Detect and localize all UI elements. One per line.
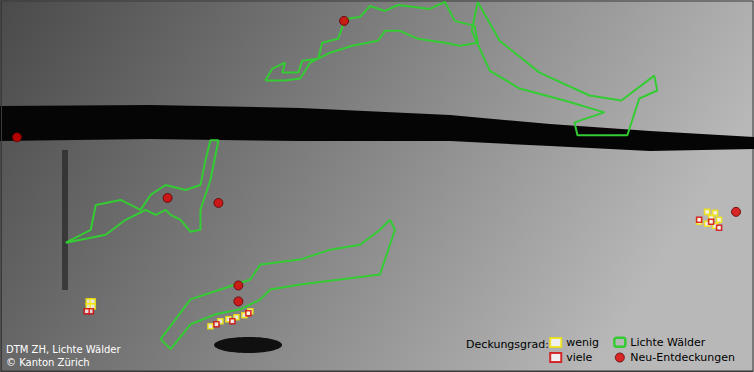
svg-text:wenig: wenig bbox=[566, 336, 599, 349]
svg-text:DTM ZH, Lichte Wälder: DTM ZH, Lichte Wälder bbox=[6, 344, 121, 355]
svg-text:viele: viele bbox=[566, 351, 592, 364]
svg-text:© Kanton Zürich: © Kanton Zürich bbox=[6, 357, 90, 368]
svg-text:Lichte Wälder: Lichte Wälder bbox=[630, 336, 706, 349]
svg-text:Deckungsgrad:: Deckungsgrad: bbox=[466, 338, 549, 351]
svg-text:Neu-Entdeckungen: Neu-Entdeckungen bbox=[630, 351, 735, 364]
